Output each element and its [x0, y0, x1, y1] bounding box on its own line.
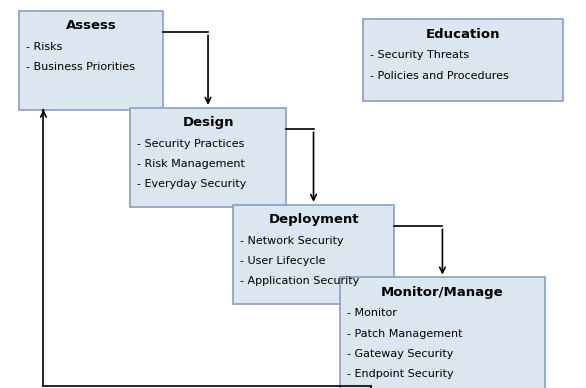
Text: - User Lifecycle: - User Lifecycle: [240, 256, 325, 266]
Text: - Policies and Procedures: - Policies and Procedures: [370, 71, 509, 81]
Text: Design: Design: [182, 116, 234, 129]
Text: - Risks: - Risks: [26, 42, 63, 52]
Text: Deployment: Deployment: [268, 213, 359, 226]
FancyBboxPatch shape: [130, 108, 286, 206]
Text: - Security Practices: - Security Practices: [137, 139, 245, 149]
Text: - Business Priorities: - Business Priorities: [26, 62, 135, 72]
Text: Assess: Assess: [66, 19, 116, 32]
Text: - Everyday Security: - Everyday Security: [137, 179, 247, 189]
Text: - Network Security: - Network Security: [240, 236, 343, 246]
FancyBboxPatch shape: [340, 277, 545, 388]
Text: - Patch Management: - Patch Management: [347, 329, 462, 339]
Text: - Application Security: - Application Security: [240, 276, 359, 286]
FancyBboxPatch shape: [19, 11, 162, 110]
Text: - Gateway Security: - Gateway Security: [347, 349, 454, 359]
Text: - Risk Management: - Risk Management: [137, 159, 246, 169]
FancyBboxPatch shape: [233, 205, 394, 303]
Text: - Monitor: - Monitor: [347, 308, 397, 319]
FancyBboxPatch shape: [363, 19, 563, 101]
Text: - Security Threats: - Security Threats: [370, 50, 469, 61]
Text: Education: Education: [425, 28, 500, 41]
Text: - Endpoint Security: - Endpoint Security: [347, 369, 454, 379]
Text: Monitor/Manage: Monitor/Manage: [381, 286, 504, 299]
